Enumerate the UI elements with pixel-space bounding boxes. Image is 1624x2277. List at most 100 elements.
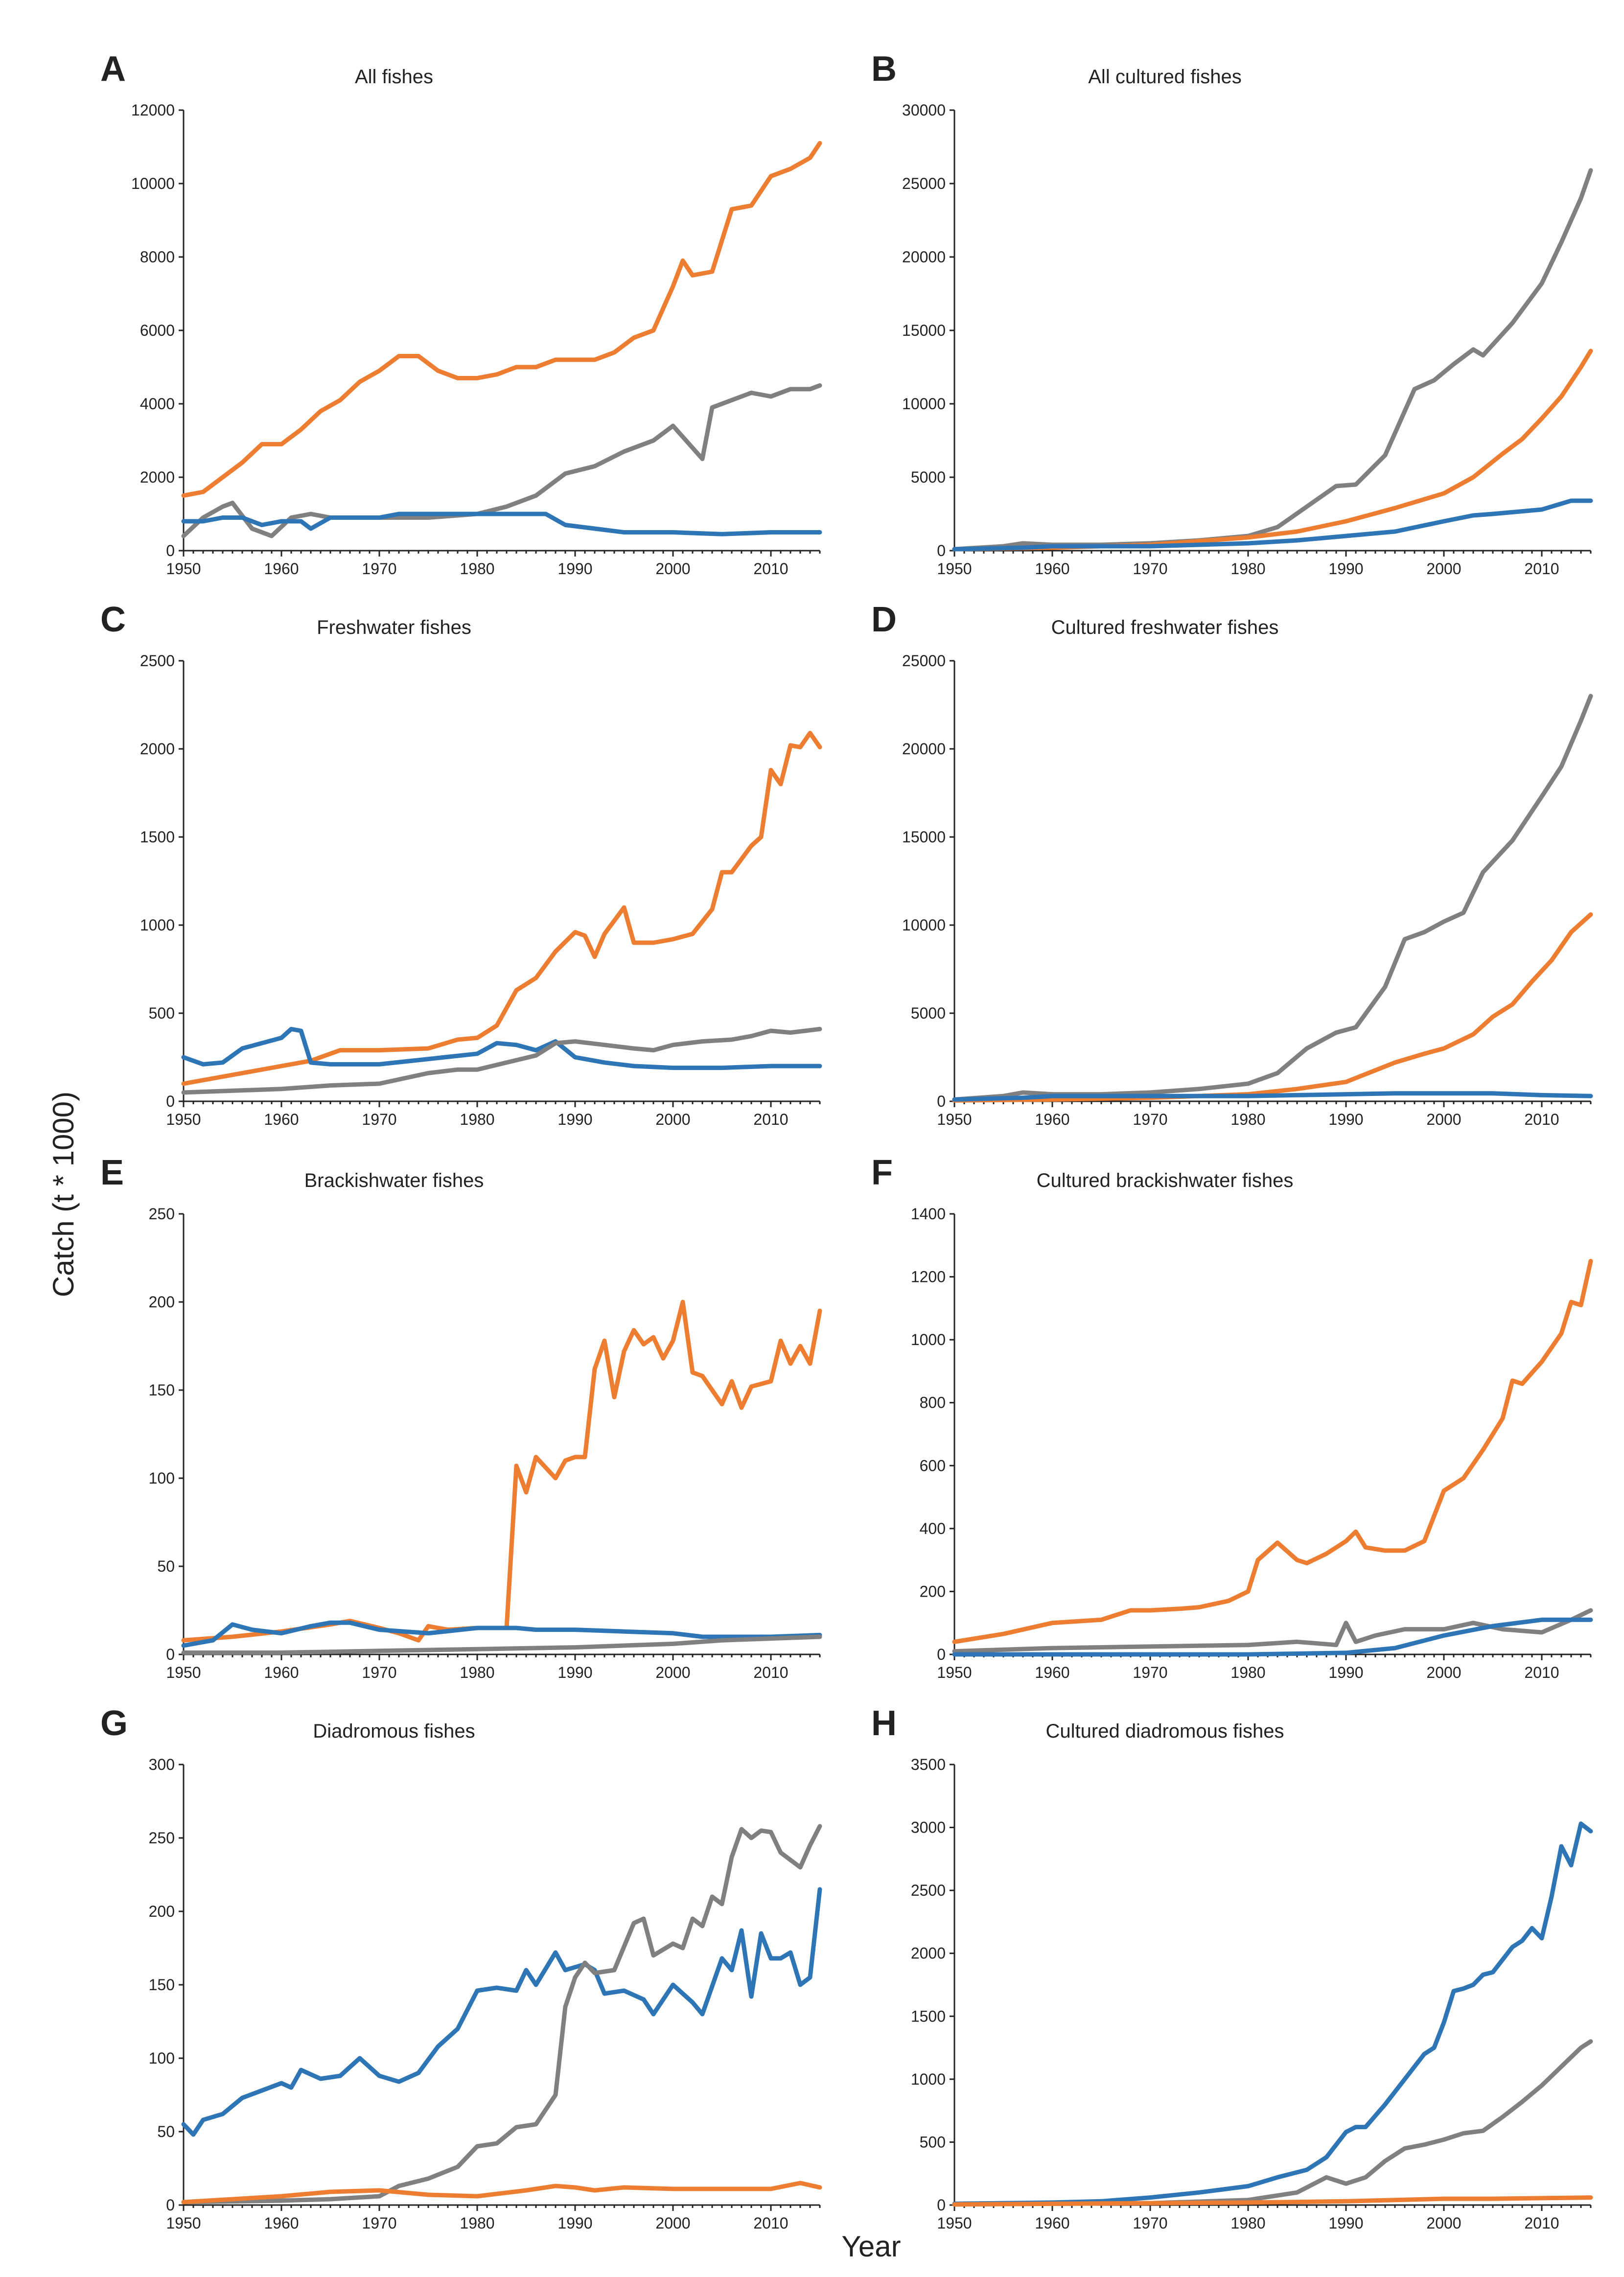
y-tick-label: 250 [149,1205,175,1223]
y-tick-label: 8000 [140,248,175,266]
y-tick-label: 200 [149,1903,175,1920]
x-tick-label: 1980 [1230,2214,1265,2232]
y-tick-label: 2000 [140,740,175,758]
x-tick-label: 1990 [557,560,592,578]
series-line-blue-a [181,511,822,536]
series-line-gray-b [952,168,1593,552]
series-line-gray-f [952,1608,1593,1654]
y-tick-label: 250 [149,1829,175,1847]
x-tick-label: 1970 [1133,2214,1167,2232]
panel-title-g: Diadromous fishes [313,1720,475,1742]
x-tick-label: 1980 [460,560,494,578]
x-tick-label: 1980 [1230,1664,1265,1681]
y-tick-label: 2500 [140,652,175,670]
x-tick-label: 1960 [1035,1111,1069,1128]
x-tick-label: 1990 [1328,560,1363,578]
x-tick-label: 1950 [937,1111,972,1128]
panel-title-c: Freshwater fishes [317,617,471,638]
chart-panel-c: C Freshwater fishes 0 500 1000 1500 2000 2500 19… [100,600,822,1128]
panel-title-a: All fishes [355,66,433,88]
x-tick-label: 2000 [1426,2214,1461,2232]
x-tick-label: 2010 [753,1664,788,1681]
x-axis-title: Year [841,2230,901,2263]
series-line-gray-d [952,694,1593,1102]
x-tick-label: 2010 [753,2214,788,2232]
y-tick-label: 10000 [902,395,946,413]
series-line-orange-h [952,2195,1593,2207]
x-tick-label: 2000 [655,1664,690,1681]
y-tick-label: 2500 [911,1882,946,1899]
x-tick-label: 1980 [1230,1111,1265,1128]
x-tick-label: 1950 [937,1664,972,1681]
y-tick-label: 12000 [131,101,175,119]
y-tick-label: 300 [149,1756,175,1773]
y-tick-label: 4000 [140,395,175,413]
x-tick-label: 1980 [460,1664,494,1681]
x-tick-label: 1970 [362,1111,396,1128]
x-tick-label: 1970 [362,1664,396,1681]
y-tick-label: 0 [166,1092,175,1110]
y-tick-label: 20000 [902,740,946,758]
x-tick-label: 1990 [1328,1664,1363,1681]
x-tick-label: 1990 [1328,2214,1363,2232]
y-tick-label: 150 [149,1381,175,1399]
series-line-blue-c [181,1026,822,1070]
x-tick-label: 1970 [362,2214,396,2232]
y-tick-label: 1500 [140,828,175,846]
y-tick-label: 0 [937,1646,946,1663]
chart-panel-b: B All cultured fishes 0 5000 10000 15000 20000… [871,49,1593,578]
panels: A All fishes02000400060008000100001200019… [100,49,1593,2232]
y-tick-label: 5000 [911,468,946,486]
x-tick-label: 2000 [655,1111,690,1128]
panel-title-f: Cultured brackishwater fishes [1037,1170,1294,1191]
series-line-gray-g [181,1824,822,2205]
series-line-orange-g [181,2181,822,2205]
series-line-blue-b [952,498,1593,552]
y-tick-label: 1400 [911,1205,946,1223]
x-tick-label: 1970 [1133,560,1167,578]
chart-panel-g: G Diadromous fishes 0 50 100 150 200 250 300 1950… [100,1704,822,2232]
y-tick-label: 15000 [902,322,946,339]
y-tick-label: 0 [937,2196,946,2214]
y-tick-label: 30000 [902,101,946,119]
panel-letter-e: E [100,1153,124,1192]
y-tick-label: 500 [920,2133,946,2151]
y-tick-label: 100 [149,2049,175,2067]
series-line-orange-a [181,141,822,498]
y-tick-label: 5000 [911,1004,946,1022]
x-tick-label: 1980 [460,1111,494,1128]
x-tick-label: 2010 [1524,1664,1559,1681]
y-tick-label: 0 [937,542,946,559]
panel-letter-h: H [871,1704,897,1743]
x-tick-label: 1960 [264,1664,299,1681]
y-tick-label: 0 [937,1092,946,1110]
y-tick-label: 2000 [911,1945,946,1962]
x-tick-label: 2000 [1426,1111,1461,1128]
x-tick-label: 1950 [166,1664,201,1681]
y-tick-label: 800 [920,1394,946,1412]
series-line-orange-f [952,1258,1593,1644]
y-tick-label: 1000 [140,916,175,934]
y-tick-label: 10000 [131,175,175,192]
series-line-blue-d [952,1091,1593,1102]
x-tick-label: 1990 [1328,1111,1363,1128]
y-tick-label: 50 [157,2123,175,2140]
panel-letter-b: B [871,49,897,89]
x-tick-label: 1960 [264,1111,299,1128]
panel-letter-g: G [100,1704,128,1743]
x-tick-label: 2000 [1426,560,1461,578]
x-tick-label: 2010 [1524,2214,1559,2232]
x-tick-label: 1970 [1133,1664,1167,1681]
panel-title-h: Cultured diadromous fishes [1046,1720,1284,1742]
x-tick-label: 1990 [557,2214,592,2232]
y-tick-label: 0 [166,542,175,559]
y-axis-title: Catch (t * 1000) [47,1092,80,1297]
x-tick-label: 1960 [1035,560,1069,578]
x-tick-label: 1950 [166,2214,201,2232]
y-tick-label: 150 [149,1976,175,1994]
y-tick-label: 25000 [902,652,946,670]
y-tick-label: 10000 [902,916,946,934]
panel-title-b: All cultured fishes [1088,66,1241,88]
y-tick-label: 3500 [911,1756,946,1773]
x-tick-label: 1950 [166,1111,201,1128]
